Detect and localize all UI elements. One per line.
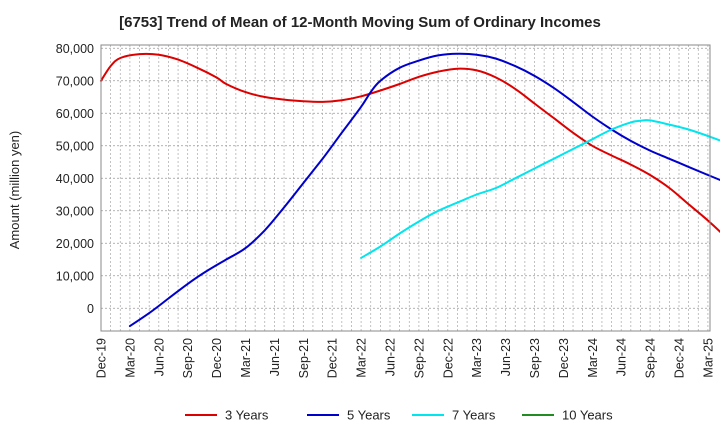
x-tick-label: Dec-23	[557, 338, 571, 378]
legend-label-10-years: 10 Years	[562, 408, 613, 423]
legend-label-7-years: 7 Years	[452, 408, 496, 423]
y-axis-ticks: 0 10,000 20,000 30,000 40,000 50,000 60,000 70,…	[56, 42, 94, 316]
y-tick-label: 60,000	[56, 107, 94, 121]
plot-frame	[101, 45, 710, 331]
grid	[101, 45, 710, 331]
line-chart: 0 10,000 20,000 30,000 40,000 50,000 60,000 70,…	[0, 0, 720, 440]
x-tick-label: Mar-22	[355, 338, 369, 378]
legend-label-3-years: 3 Years	[225, 408, 269, 423]
x-tick-label: Jun-22	[384, 338, 398, 376]
legend: 3 Years 5 Years 7 Years 10 Years	[185, 408, 613, 423]
x-tick-label: Dec-24	[673, 338, 687, 378]
y-tick-label: 30,000	[56, 204, 94, 218]
x-tick-label: Jun-21	[268, 338, 282, 376]
y-tick-label: 50,000	[56, 139, 94, 153]
x-tick-label: Dec-21	[326, 338, 340, 378]
x-tick-label: Jun-20	[152, 338, 166, 376]
series-lines	[101, 54, 720, 326]
y-tick-label: 40,000	[56, 172, 94, 186]
x-tick-label: Mar-24	[586, 338, 600, 378]
series-line-5-years	[130, 54, 720, 326]
x-tick-label: Sep-20	[181, 338, 195, 378]
x-tick-label: Dec-22	[441, 338, 455, 378]
x-tick-label: Mar-20	[123, 338, 137, 378]
y-axis-label: Amount (million yen)	[7, 131, 22, 250]
x-axis-ticks: Dec-19 Mar-20 Jun-20 Sep-20 Dec-20 Mar-21 Jun-…	[95, 338, 716, 378]
y-tick-label: 10,000	[56, 269, 94, 283]
x-tick-label: Sep-23	[528, 338, 542, 378]
y-tick-label: 20,000	[56, 237, 94, 251]
x-tick-label: Mar-25	[701, 338, 715, 378]
y-tick-label: 80,000	[56, 42, 94, 56]
x-tick-label: Dec-20	[210, 338, 224, 378]
y-tick-label: 70,000	[56, 74, 94, 88]
series-line-3-years	[101, 54, 720, 260]
series-line-7-years	[361, 120, 720, 258]
x-tick-label: Jun-24	[615, 338, 629, 376]
legend-label-5-years: 5 Years	[347, 408, 391, 423]
x-tick-label: Sep-24	[644, 338, 658, 378]
x-tick-label: Mar-23	[470, 338, 484, 378]
x-tick-label: Sep-22	[412, 338, 426, 378]
x-tick-label: Sep-21	[297, 338, 311, 378]
y-tick-label: 0	[87, 302, 94, 316]
x-tick-label: Mar-21	[239, 338, 253, 378]
x-tick-label: Jun-23	[499, 338, 513, 376]
x-tick-label: Dec-19	[95, 338, 109, 378]
